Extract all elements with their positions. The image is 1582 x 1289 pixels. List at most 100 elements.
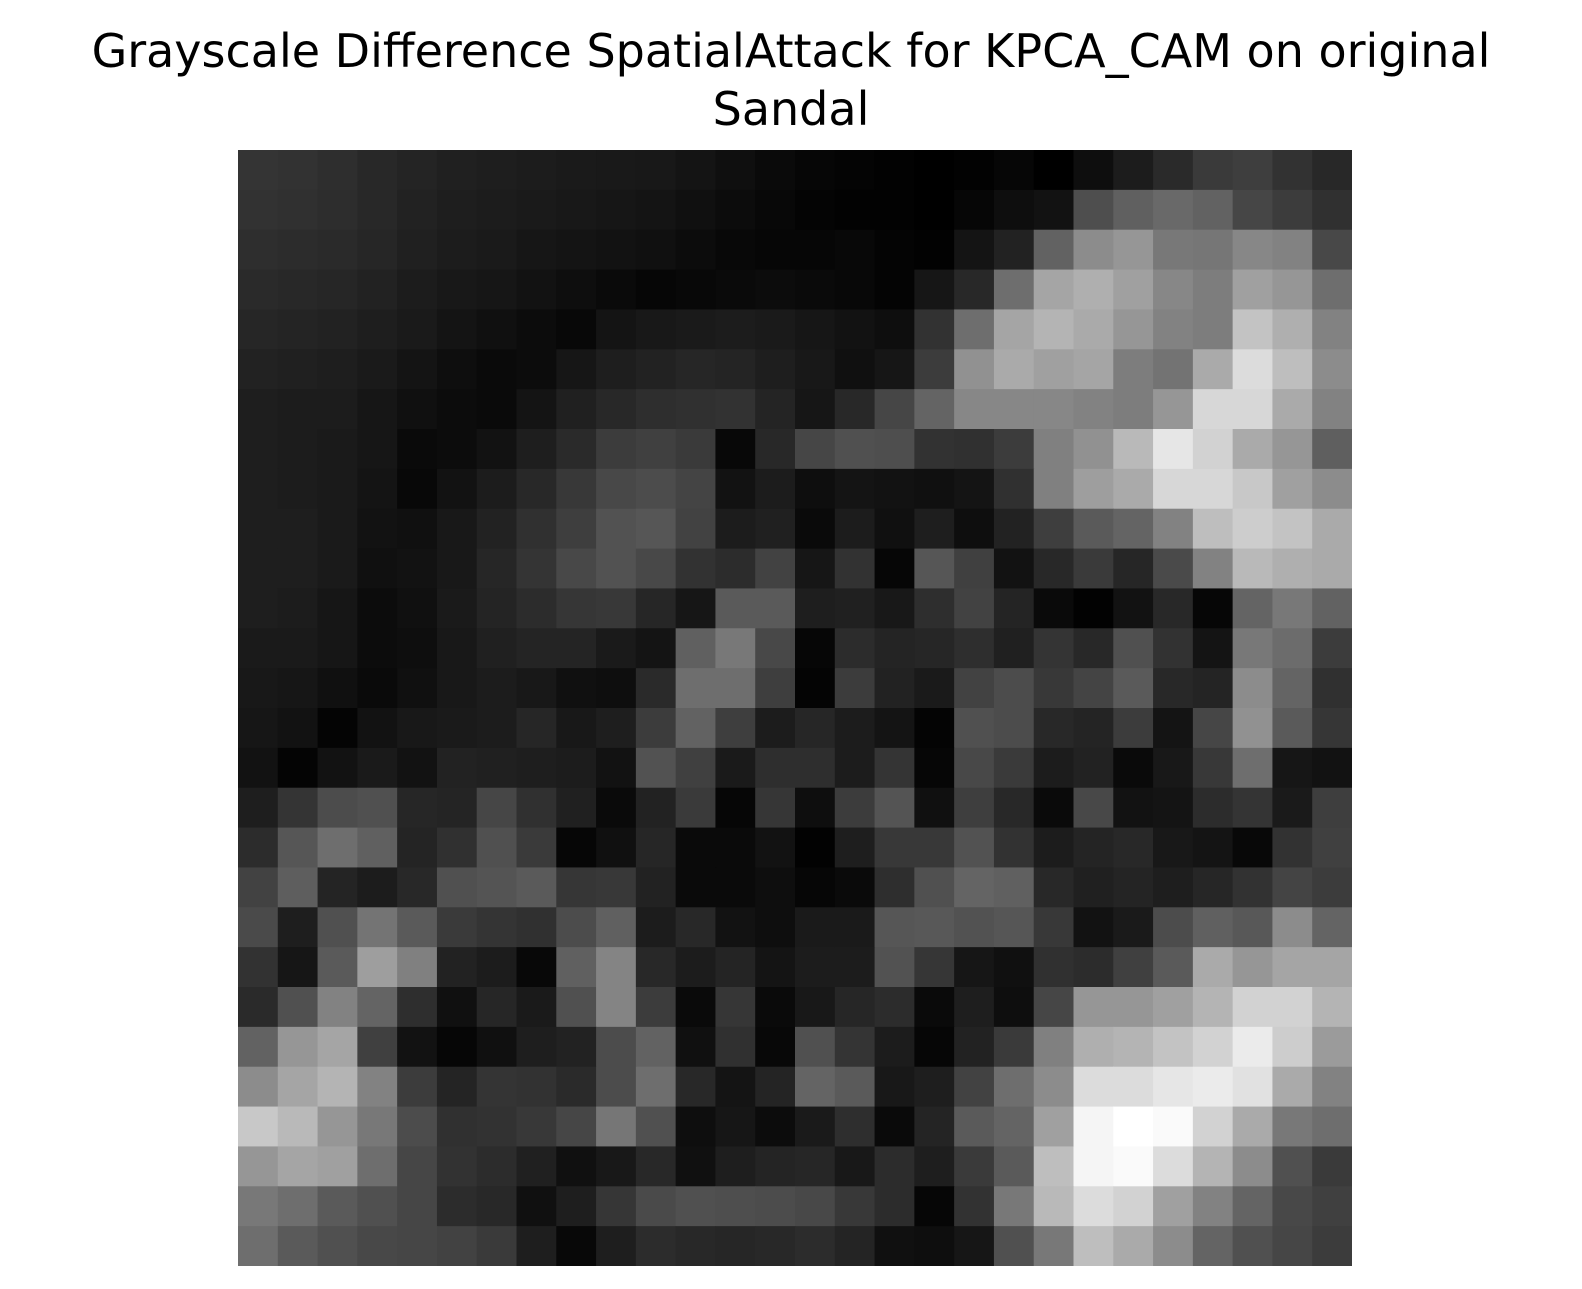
- heatmap-cell: [795, 827, 836, 869]
- heatmap-cell: [397, 548, 438, 590]
- heatmap-cell: [436, 429, 478, 470]
- heatmap-cell: [635, 708, 677, 749]
- heatmap-cell: [675, 747, 717, 789]
- heatmap-cell: [556, 827, 597, 869]
- heatmap-cell: [1033, 867, 1075, 908]
- heatmap-cell: [635, 1226, 677, 1266]
- heatmap-cell: [795, 508, 836, 550]
- heatmap-cell: [874, 628, 915, 669]
- heatmap-cell: [1153, 987, 1194, 1028]
- heatmap-cell: [675, 708, 717, 749]
- heatmap-cell: [755, 1186, 796, 1227]
- heatmap-cell: [715, 1226, 756, 1266]
- heatmap-cell: [874, 349, 915, 390]
- heatmap-cell: [1232, 429, 1274, 470]
- heatmap-cell: [317, 269, 358, 311]
- heatmap-cell: [1113, 548, 1154, 590]
- heatmap-cell: [397, 747, 438, 789]
- heatmap-cell: [1192, 787, 1234, 829]
- heatmap-cell: [1272, 229, 1313, 271]
- heatmap-cell: [1272, 787, 1313, 829]
- heatmap-cell: [715, 787, 756, 829]
- heatmap-cell: [755, 229, 796, 271]
- heatmap-cell: [238, 429, 279, 470]
- heatmap-cell: [1153, 429, 1194, 470]
- heatmap-cell: [954, 588, 995, 629]
- heatmap-cell: [238, 1066, 279, 1108]
- heatmap-cell: [1192, 1066, 1234, 1108]
- heatmap-cell: [1113, 189, 1154, 231]
- heatmap-cell: [277, 1026, 319, 1068]
- heatmap-cell: [317, 468, 358, 510]
- heatmap-cell: [397, 468, 438, 510]
- heatmap-cell: [1153, 229, 1194, 271]
- heatmap-cell: [834, 349, 876, 390]
- heatmap-cell: [914, 787, 955, 829]
- heatmap-cell: [277, 429, 319, 470]
- heatmap-cell: [556, 1026, 597, 1068]
- heatmap-cell: [993, 389, 1035, 430]
- heatmap-cell: [596, 1146, 637, 1187]
- heatmap-cell: [675, 189, 717, 231]
- heatmap-cell: [635, 429, 677, 470]
- heatmap-cell: [317, 987, 358, 1028]
- heatmap-cell: [635, 468, 677, 510]
- heatmap-cell: [1192, 150, 1234, 191]
- heatmap-cell: [556, 867, 597, 908]
- heatmap-cell: [596, 269, 637, 311]
- heatmap-cell: [1272, 429, 1313, 470]
- heatmap-cell: [1192, 389, 1234, 430]
- heatmap-cell: [1232, 747, 1274, 789]
- heatmap-cell: [556, 708, 597, 749]
- heatmap-cell: [397, 150, 438, 191]
- heatmap-cell: [1113, 1066, 1154, 1108]
- heatmap-cell: [1232, 708, 1274, 749]
- heatmap-cell: [755, 349, 796, 390]
- heatmap-cell: [874, 708, 915, 749]
- heatmap-cell: [874, 508, 915, 550]
- heatmap-cell: [516, 1146, 557, 1187]
- heatmap-cell: [397, 389, 438, 430]
- heatmap-cell: [954, 867, 995, 908]
- heatmap-cell: [556, 429, 597, 470]
- heatmap-cell: [238, 588, 279, 629]
- heatmap-cell: [755, 1026, 796, 1068]
- heatmap-cell: [436, 947, 478, 988]
- heatmap-cell: [755, 787, 796, 829]
- heatmap-cell: [914, 628, 955, 669]
- heatmap-cell: [357, 269, 398, 311]
- heatmap-cell: [397, 907, 438, 948]
- heatmap-cell: [436, 1106, 478, 1148]
- heatmap-cell: [795, 747, 836, 789]
- heatmap-cell: [675, 867, 717, 908]
- heatmap-cell: [1272, 349, 1313, 390]
- heatmap-cell: [675, 548, 717, 590]
- chart-title-line-1: Grayscale Difference SpatialAttack for K…: [91, 24, 1491, 78]
- heatmap-cell: [238, 668, 279, 709]
- heatmap-cell: [914, 1066, 955, 1108]
- heatmap-cell: [1113, 1186, 1154, 1227]
- heatmap-cell: [1232, 548, 1274, 590]
- heatmap-cell: [1073, 947, 1114, 988]
- heatmap-cell: [834, 229, 876, 271]
- heatmap-cell: [1312, 787, 1352, 829]
- heatmap-cell: [1192, 468, 1234, 510]
- heatmap-cell: [436, 150, 478, 191]
- heatmap-cell: [317, 827, 358, 869]
- heatmap-cell: [397, 269, 438, 311]
- heatmap-cell: [1192, 668, 1234, 709]
- heatmap-cell: [238, 150, 279, 191]
- heatmap-cell: [795, 588, 836, 629]
- heatmap-cell: [277, 269, 319, 311]
- heatmap-cell: [914, 429, 955, 470]
- heatmap-cell: [238, 189, 279, 231]
- heatmap-cell: [317, 1146, 358, 1187]
- heatmap-cell: [715, 269, 756, 311]
- heatmap-cell: [1033, 389, 1075, 430]
- heatmap-cell: [635, 668, 677, 709]
- heatmap-cell: [436, 1146, 478, 1187]
- heatmap-cell: [874, 1066, 915, 1108]
- heatmap-cell: [476, 269, 518, 311]
- heatmap-cell: [357, 548, 398, 590]
